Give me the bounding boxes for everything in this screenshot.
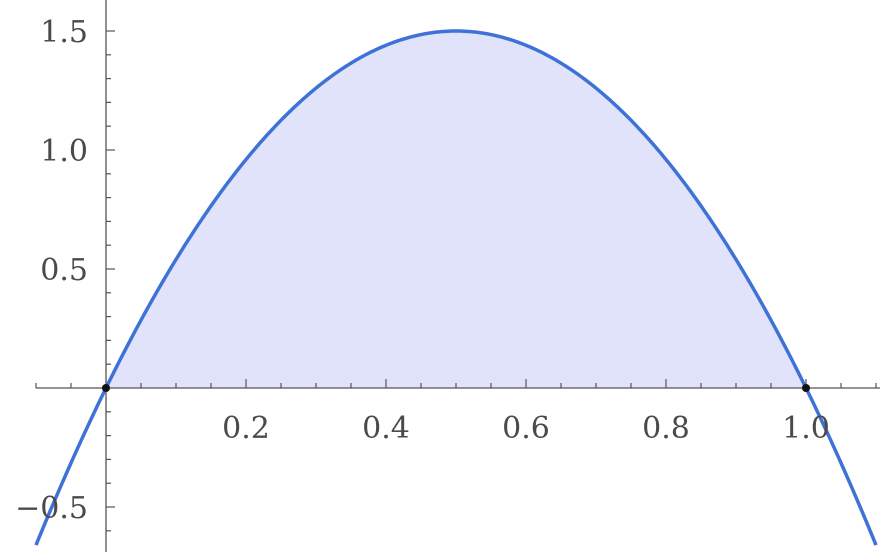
function-curve	[34, 29, 878, 546]
x-tick-label: 0.4	[362, 411, 410, 446]
y-tick-label: 1.0	[40, 134, 88, 169]
intersection-point	[102, 384, 110, 392]
y-tick-label: 0.5	[40, 253, 88, 288]
y-tick-label: 1.5	[40, 15, 88, 50]
x-tick-label: 1.0	[782, 411, 830, 446]
x-tick-label: 0.6	[502, 411, 550, 446]
area-fill	[106, 31, 806, 388]
x-tick-label: 0.8	[642, 411, 690, 446]
y-tick-label: −0.5	[15, 491, 88, 526]
x-tick-label: 0.2	[222, 411, 270, 446]
intersection-point	[802, 384, 810, 392]
